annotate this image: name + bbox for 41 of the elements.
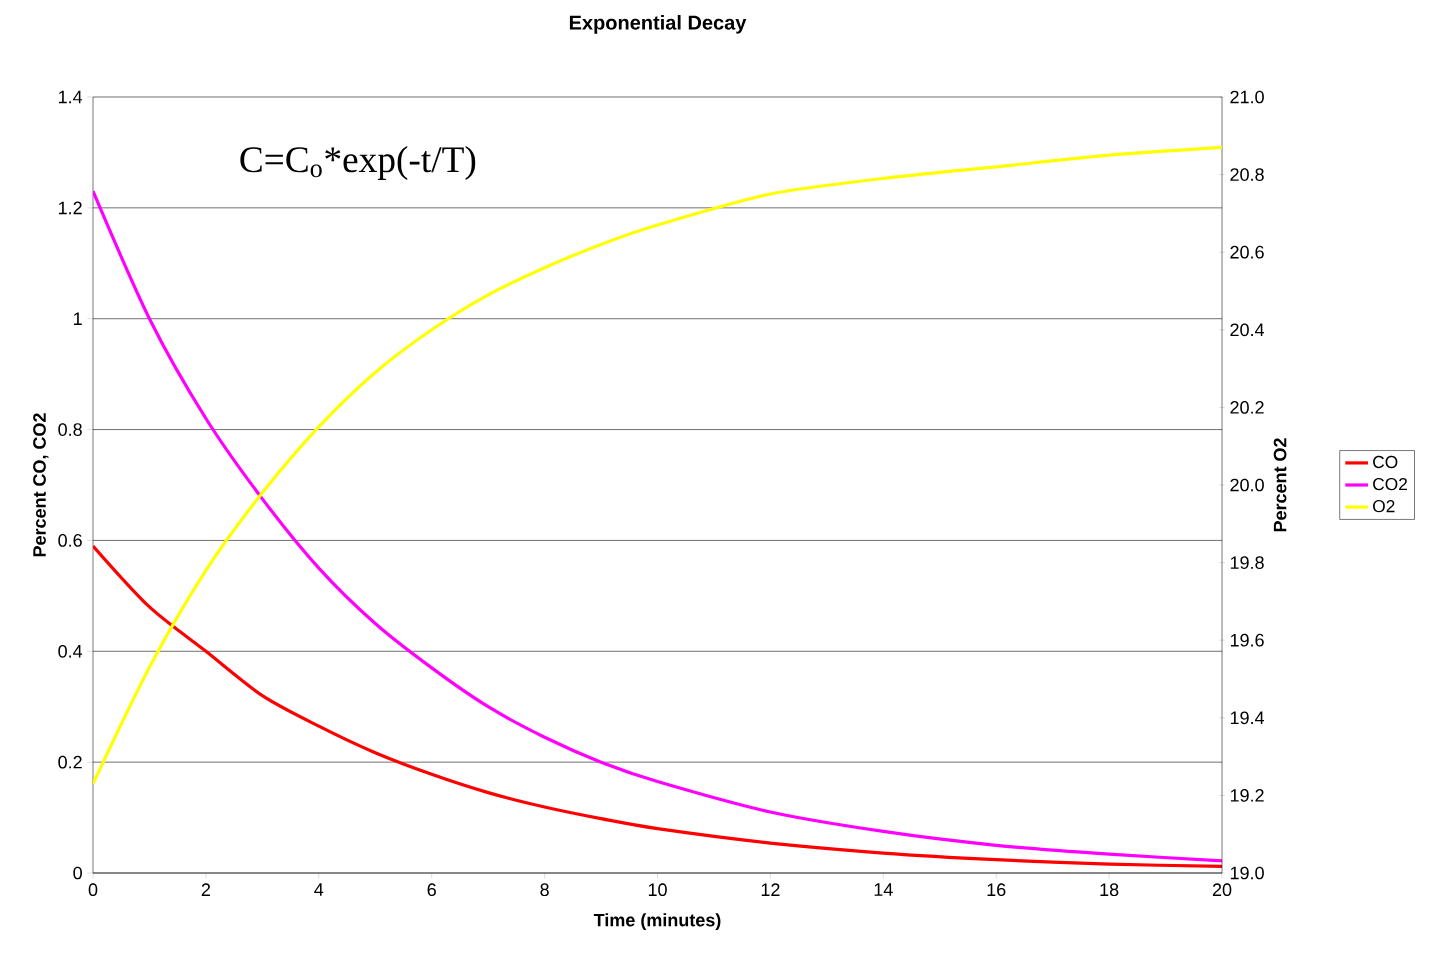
line-series bbox=[93, 189, 1223, 863]
y2-tick-label: 20.4 bbox=[1230, 323, 1265, 337]
x-tick-label: 16 bbox=[987, 883, 1006, 897]
y-tick-label: 0.2 bbox=[58, 755, 82, 769]
x-tick-label: 10 bbox=[648, 883, 667, 897]
y-tick-label: 0.8 bbox=[58, 423, 82, 436]
y2-tick-label: 20.0 bbox=[1230, 478, 1264, 492]
y-tick-label: 0 bbox=[73, 866, 82, 880]
x-tick-label: 8 bbox=[540, 883, 549, 897]
y2-tick-label: 19.8 bbox=[1230, 556, 1264, 569]
y2-axis-title: Percent O2 bbox=[1273, 438, 1287, 532]
x-tick-label: 2 bbox=[201, 883, 210, 896]
y2-tick-label: 20.2 bbox=[1230, 401, 1264, 414]
y-tick-label: 0.6 bbox=[58, 534, 82, 547]
y2-tick-label: 21.0 bbox=[1230, 90, 1264, 104]
line-series bbox=[93, 145, 1223, 786]
y-tick-label: 1 bbox=[74, 312, 82, 325]
y-tick-label: 0.4 bbox=[58, 644, 83, 658]
x-tick-label: 18 bbox=[1100, 883, 1119, 897]
x-tick-label: 0 bbox=[88, 883, 98, 897]
line-series bbox=[93, 544, 1223, 868]
annotation: C=C$_{o}$*exp(-t/T) bbox=[240, 146, 476, 180]
legend-label: CO bbox=[1373, 455, 1398, 469]
y-tick-label: 1.2 bbox=[58, 201, 82, 215]
y2-tick-label: 20.6 bbox=[1230, 245, 1264, 259]
x-tick-label: 4 bbox=[314, 883, 324, 896]
y-axis-title: Percent CO, CO2 bbox=[33, 413, 49, 557]
x-tick-label: 14 bbox=[874, 883, 893, 896]
x-tick-label: 12 bbox=[761, 883, 780, 896]
y2-tick-label: 19.0 bbox=[1230, 866, 1264, 880]
x-axis-title: Time (minutes) bbox=[593, 913, 721, 930]
y2-tick-label: 20.8 bbox=[1230, 168, 1264, 181]
x-tick-label: 6 bbox=[427, 883, 436, 897]
y2-tick-label: 19.4 bbox=[1230, 711, 1265, 725]
chart-title: Exponential Decay bbox=[569, 15, 747, 34]
legend-label: O2 bbox=[1373, 500, 1395, 513]
y2-tick-label: 19.6 bbox=[1230, 633, 1264, 647]
y2-tick-label: 19.2 bbox=[1230, 789, 1264, 802]
x-tick-label: 20 bbox=[1212, 883, 1232, 897]
y-tick-label: 1.4 bbox=[58, 90, 83, 104]
legend-label: CO2 bbox=[1373, 477, 1407, 491]
